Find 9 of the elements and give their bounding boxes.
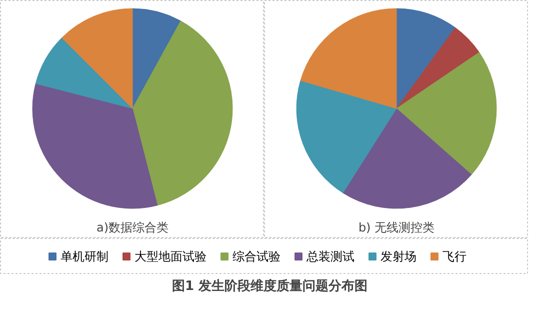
legend-label: 总装测试 [306, 250, 354, 264]
legend-label: 大型地面试验 [134, 250, 206, 264]
legend-label: 发射场 [380, 250, 416, 264]
legend-label: 飞行 [442, 250, 466, 264]
text: a)数据综合类 [96, 220, 169, 234]
legend-label: 单机研制 [60, 250, 108, 264]
caption: 图1 发生阶段维度质量问题分布图 [172, 278, 368, 294]
legend-label: 综合试验 [232, 250, 280, 264]
text: b) 无线测控类 [358, 220, 435, 234]
